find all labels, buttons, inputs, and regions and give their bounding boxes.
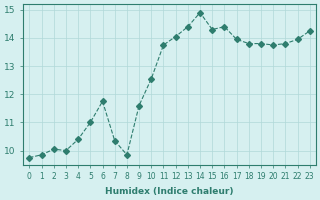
X-axis label: Humidex (Indice chaleur): Humidex (Indice chaleur) — [105, 187, 234, 196]
